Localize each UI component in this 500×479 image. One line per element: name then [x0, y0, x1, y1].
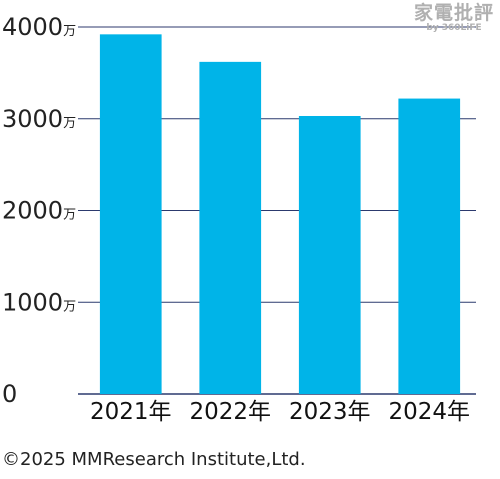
y-tick-unit: 万 [63, 24, 76, 39]
bar-2024年 [398, 98, 461, 394]
y-tick-value: 0 [2, 380, 17, 408]
y-tick-label: 4000万 [2, 13, 76, 41]
y-tick-label: 3000万 [2, 105, 76, 133]
watermark-main-text: 家電批評 [413, 2, 494, 24]
y-tick-value: 2000 [2, 197, 63, 225]
copyright-text: ©2025 MMResearch Institute,Ltd. [2, 449, 306, 470]
y-tick-label: 2000万 [2, 197, 76, 225]
bar-2021年 [99, 34, 162, 395]
x-tick-label: 2023年 [289, 399, 371, 425]
y-tick-value: 4000 [2, 13, 63, 41]
bar-2022年 [199, 61, 262, 395]
watermark-sub-text: by 360LiFE [426, 23, 482, 33]
y-tick-value: 1000 [2, 288, 63, 316]
y-tick-label: 0 [2, 380, 17, 408]
x-tick-label: 2021年 [90, 399, 172, 425]
x-tick-label: 2022年 [189, 399, 271, 425]
y-tick-value: 3000 [2, 105, 63, 133]
watermark-logo: 家電批評 by 360LiFE [414, 4, 494, 33]
bar-2023年 [298, 115, 361, 394]
x-tick-label: 2024年 [388, 399, 470, 425]
y-tick-label: 1000万 [2, 288, 76, 316]
y-tick-unit: 万 [63, 116, 76, 131]
y-tick-unit: 万 [63, 208, 76, 223]
y-tick-unit: 万 [63, 299, 76, 314]
